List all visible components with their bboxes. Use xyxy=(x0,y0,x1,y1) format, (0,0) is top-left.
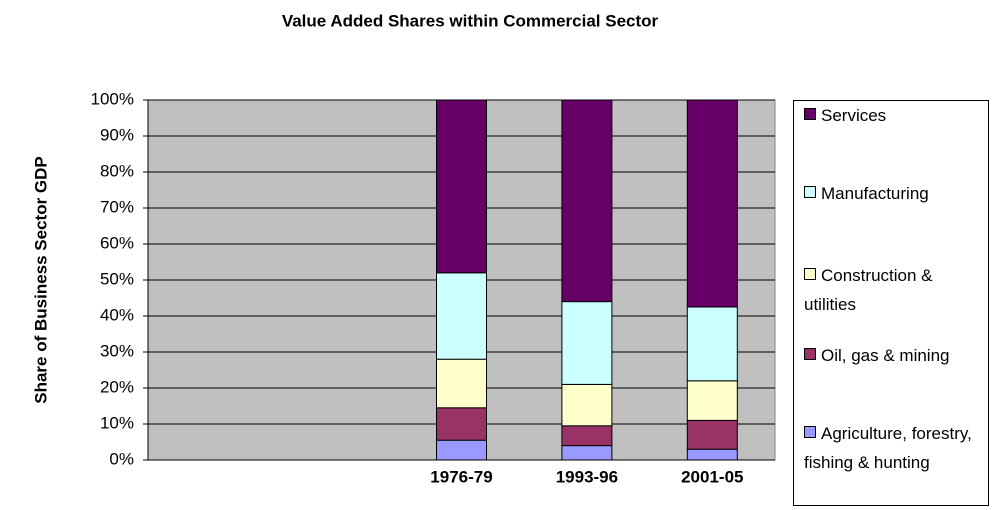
bar-segment xyxy=(686,306,738,382)
y-tick-label: 60% xyxy=(100,233,134,252)
legend-entry: Manufacturing xyxy=(804,179,986,208)
legend-label: Services xyxy=(821,106,887,125)
legend-swatch xyxy=(804,186,816,198)
y-axis-title: Share of Business Sector GDP xyxy=(31,156,50,404)
y-tick-label: 80% xyxy=(100,161,134,180)
x-tick-label: 2001-05 xyxy=(681,467,743,486)
legend-label: Manufacturing xyxy=(821,184,929,203)
bar-segment xyxy=(561,445,613,461)
legend-label: Construction & utilities xyxy=(804,266,933,314)
bar-segment xyxy=(686,419,738,450)
x-tick-label: 1976-79 xyxy=(430,467,492,486)
bar-segment xyxy=(436,439,487,461)
legend-swatch xyxy=(804,108,816,120)
legend-swatch xyxy=(804,268,816,280)
x-tick-label: 1993-96 xyxy=(556,467,618,486)
y-tick-label: 20% xyxy=(100,377,134,396)
chart-title: Value Added Shares within Commercial Sec… xyxy=(282,11,659,30)
legend-swatch xyxy=(804,348,816,360)
bar-segment xyxy=(686,380,738,421)
y-tick-label: 90% xyxy=(100,125,134,144)
legend-label: Oil, gas & mining xyxy=(821,346,950,365)
y-tick-label: 0% xyxy=(109,449,134,468)
bar-segment xyxy=(436,407,487,441)
bar-segment xyxy=(561,383,613,427)
bar-segment xyxy=(686,448,738,461)
legend-entry: Services xyxy=(804,101,986,130)
bar-segment xyxy=(561,301,613,385)
legend-entry: Construction & utilities xyxy=(804,261,986,319)
bar-segment xyxy=(686,99,738,308)
bar-segment xyxy=(436,272,487,360)
legend-entry: Agriculture, forestry, fishing & hunting xyxy=(804,419,986,477)
bar-segment xyxy=(561,425,613,447)
legend-label: Agriculture, forestry, fishing & hunting xyxy=(804,424,972,472)
bar-segment xyxy=(436,358,487,409)
legend: Services Manufacturing Construction & util… xyxy=(793,100,989,506)
y-tick-label: 70% xyxy=(100,197,134,216)
y-tick-label: 50% xyxy=(100,269,134,288)
y-tick-label: 40% xyxy=(100,305,134,324)
bar-segment xyxy=(561,99,613,303)
bar-segment xyxy=(436,99,487,274)
y-tick-label: 30% xyxy=(100,341,134,360)
y-tick-label: 100% xyxy=(91,89,134,108)
legend-entry: Oil, gas & mining xyxy=(804,341,986,370)
y-tick-label: 10% xyxy=(100,413,134,432)
legend-swatch xyxy=(804,426,816,438)
